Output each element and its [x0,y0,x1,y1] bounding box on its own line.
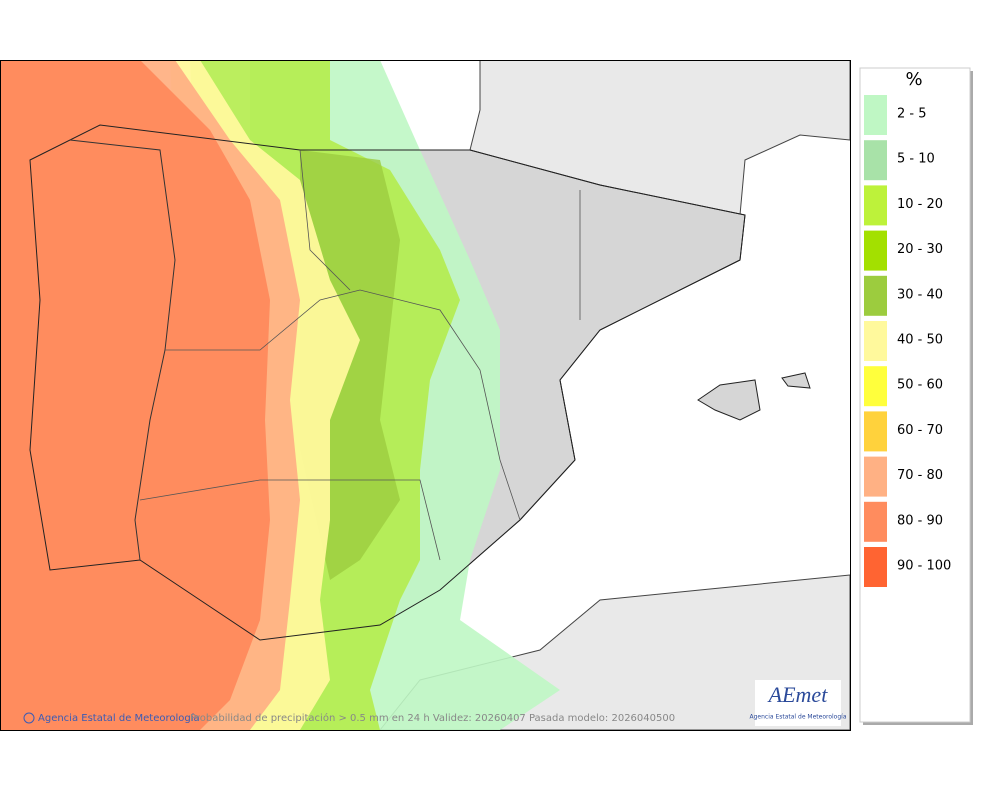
legend-swatch [864,547,887,587]
legend-swatch [864,275,887,316]
legend-label: 70 - 80 [897,468,943,483]
agency-credit: Agencia Estatal de Meteorología [38,712,200,724]
region-border [165,289,521,521]
legend-swatch [864,456,887,497]
balearic-islands [697,379,761,421]
legend-label: 80 - 90 [897,513,943,528]
legend-label: 50 - 60 [897,378,943,393]
legend-swatch [864,230,887,271]
legend-swatch [864,321,887,361]
legend-label: 20 - 30 [897,242,943,257]
legend-label: 10 - 20 [897,197,943,212]
legend-label: 30 - 40 [897,287,943,302]
legend-swatch [864,366,887,407]
precip-80-90 [0,60,270,730]
logo-subtitle: Agencia Estatal de Meteorología [750,714,847,721]
balearic-islands [781,372,811,389]
region-border [139,479,441,561]
logo-brand: AEmet [767,682,829,707]
legend-label: 2 - 5 [897,107,927,122]
legend-items: 2 - 5 5 - 10 10 - 20 20 - 30 30 - 40 40 - 50 5… [864,95,951,587]
legend-title: % [905,69,922,90]
land-outline [29,124,746,641]
legend-label: 5 - 10 [897,152,935,167]
legend-swatch [864,501,887,542]
logo-box [755,680,841,726]
legend-label: 60 - 70 [897,423,943,438]
map: Agencia Estatal de Meteorología Probabil… [0,60,850,730]
map-caption: Probabilidad de precipitación > 0.5 mm e… [190,712,675,724]
copyright-icon [23,712,35,724]
legend-label: 40 - 50 [897,333,943,348]
region-border [299,149,351,291]
legend-label: 90 - 100 [897,559,951,574]
legend-swatch [864,95,887,135]
legend-swatch [864,185,887,226]
legend-swatch [864,140,887,181]
legend-swatch [864,411,887,452]
map-frame [0,60,851,731]
